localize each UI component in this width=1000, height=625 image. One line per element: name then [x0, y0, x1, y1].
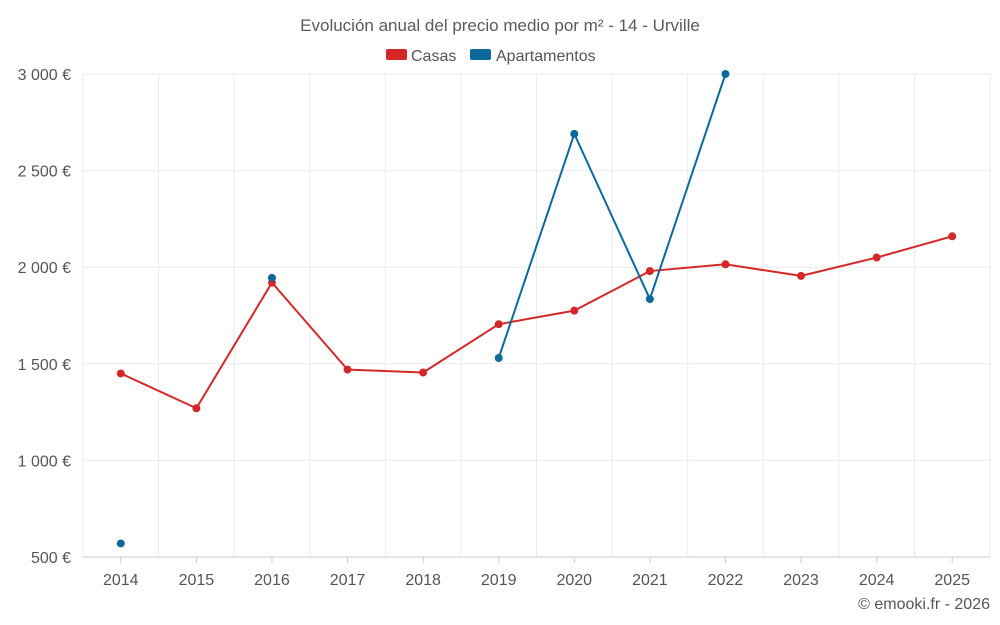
legend-label-apartamentos: Apartamentos: [496, 48, 596, 65]
data-point: [267, 273, 276, 282]
series-line-segment: [573, 270, 651, 312]
data-point: [570, 306, 579, 315]
series-line-segment: [648, 73, 727, 300]
x-tick-label: 2025: [934, 572, 970, 589]
data-point: [570, 129, 579, 138]
series-line-segment: [800, 256, 877, 277]
chart-series: [116, 70, 957, 548]
x-tick-label: 2015: [179, 572, 215, 589]
x-tick-label: 2023: [783, 572, 819, 589]
data-point: [494, 354, 503, 363]
x-tick-label: 2016: [254, 572, 290, 589]
series-line-segment: [649, 263, 726, 273]
series-line-segment: [573, 133, 651, 300]
data-point: [872, 253, 881, 262]
series-line-segment: [271, 281, 349, 371]
data-point: [419, 368, 428, 377]
legend-swatch-casas: [386, 49, 407, 60]
series-line-segment: [347, 368, 424, 374]
x-tick-label: 2024: [859, 572, 895, 589]
x-tick-label: 2022: [708, 572, 744, 589]
series-line-segment: [497, 133, 576, 359]
chart-grid: [82, 73, 991, 558]
series-line-segment: [195, 282, 273, 409]
x-tick-label: 2019: [481, 572, 517, 589]
y-tick-label: 500 €: [31, 550, 71, 567]
series-line-segment: [120, 372, 197, 410]
x-tick-label: 2020: [556, 572, 592, 589]
x-axis: 2014 2015 2016 2017 2018 2019 2020 2021 2022 2023…: [83, 556, 990, 589]
data-point: [116, 369, 125, 378]
series-line-segment: [725, 263, 802, 277]
legend-label-casas: Casas: [411, 48, 456, 65]
y-axis: 500 € 1 000 € 1 500 € 2 000 € 2 500 € 3 000 €: [18, 67, 71, 567]
data-point: [948, 232, 957, 241]
y-tick-label: 2 000 €: [18, 260, 71, 277]
x-tick-label: 2014: [103, 572, 139, 589]
chart-legend: Casas Apartamentos: [386, 48, 596, 65]
legend-swatch-apartamentos: [470, 49, 491, 60]
data-point: [192, 404, 201, 413]
y-tick-label: 3 000 €: [18, 67, 71, 84]
x-tick-label: 2021: [632, 572, 668, 589]
credit-text: © emooki.fr - 2026: [858, 596, 990, 613]
y-tick-label: 2 500 €: [18, 164, 71, 181]
data-point: [116, 539, 125, 548]
series-line-segment: [876, 235, 953, 259]
data-point: [494, 320, 503, 329]
data-point: [343, 365, 352, 374]
chart-title: Evolución anual del precio medio por m² …: [300, 16, 700, 35]
data-point: [797, 271, 806, 280]
data-point: [721, 70, 730, 78]
series-line-segment: [422, 323, 500, 374]
data-point: [721, 260, 730, 269]
data-point: [645, 295, 654, 304]
series-apartamentos: [116, 70, 730, 548]
x-tick-label: 2017: [330, 572, 366, 589]
y-tick-label: 1 000 €: [18, 453, 71, 470]
y-tick-label: 1 500 €: [18, 357, 71, 374]
data-point: [645, 267, 654, 276]
x-tick-label: 2018: [405, 572, 441, 589]
